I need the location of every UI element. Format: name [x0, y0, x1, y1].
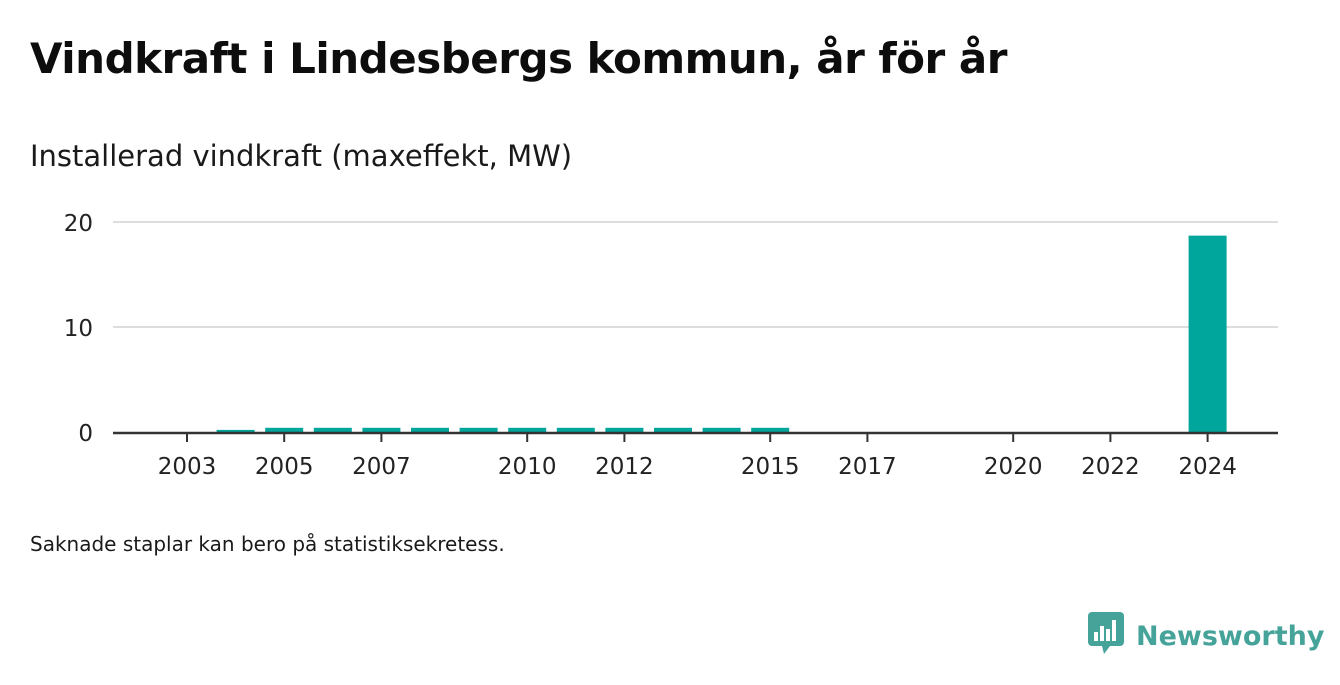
bar [654, 427, 692, 432]
bar [362, 427, 401, 432]
grid-layer [113, 221, 1278, 328]
brand-name: Newsworthy [1136, 620, 1325, 652]
y-tick-label: 10 [64, 316, 93, 342]
bar [411, 427, 449, 432]
x-tick-label: 2012 [595, 454, 654, 480]
bar [702, 427, 741, 432]
chart-title: Vindkraft i Lindesbergs kommun, år för å… [30, 34, 1007, 83]
brand-logo[interactable]: Newsworthy [1088, 612, 1324, 660]
labels-layer: 0 10 20 2003 2005 2007 2010 2012 2015 2017 2020 202… [64, 211, 1237, 480]
bar [216, 429, 255, 432]
x-tick-label: 2010 [498, 454, 557, 480]
y-tick-label: 0 [78, 421, 93, 447]
x-tick-label: 2007 [352, 454, 411, 480]
axis-layer [113, 431, 1278, 442]
x-tick-label: 2003 [158, 454, 217, 480]
bar [556, 427, 595, 432]
bars-layer [216, 235, 1227, 432]
bar [751, 427, 790, 432]
bar [1188, 235, 1227, 432]
x-tick-label: 2020 [984, 454, 1043, 480]
y-tick-label: 20 [64, 211, 93, 237]
chart-subtitle: Installerad vindkraft (maxeffekt, MW) [30, 139, 573, 173]
bar [265, 427, 304, 432]
x-tick-label: 2024 [1178, 454, 1237, 480]
bar [508, 427, 547, 432]
x-tick-label: 2017 [838, 454, 897, 480]
bar [313, 427, 352, 432]
x-tick-label: 2015 [741, 454, 800, 480]
footnote: Saknade staplar kan bero på statistiksek… [30, 532, 505, 556]
x-tick-label: 2022 [1081, 454, 1140, 480]
newsworthy-logo-icon [1088, 612, 1126, 660]
bar-chart: 0 10 20 2003 2005 2007 2010 2012 2015 2017 2020 202… [64, 211, 1278, 480]
bar [459, 427, 498, 432]
bar [605, 427, 644, 432]
x-tick-label: 2005 [255, 454, 314, 480]
